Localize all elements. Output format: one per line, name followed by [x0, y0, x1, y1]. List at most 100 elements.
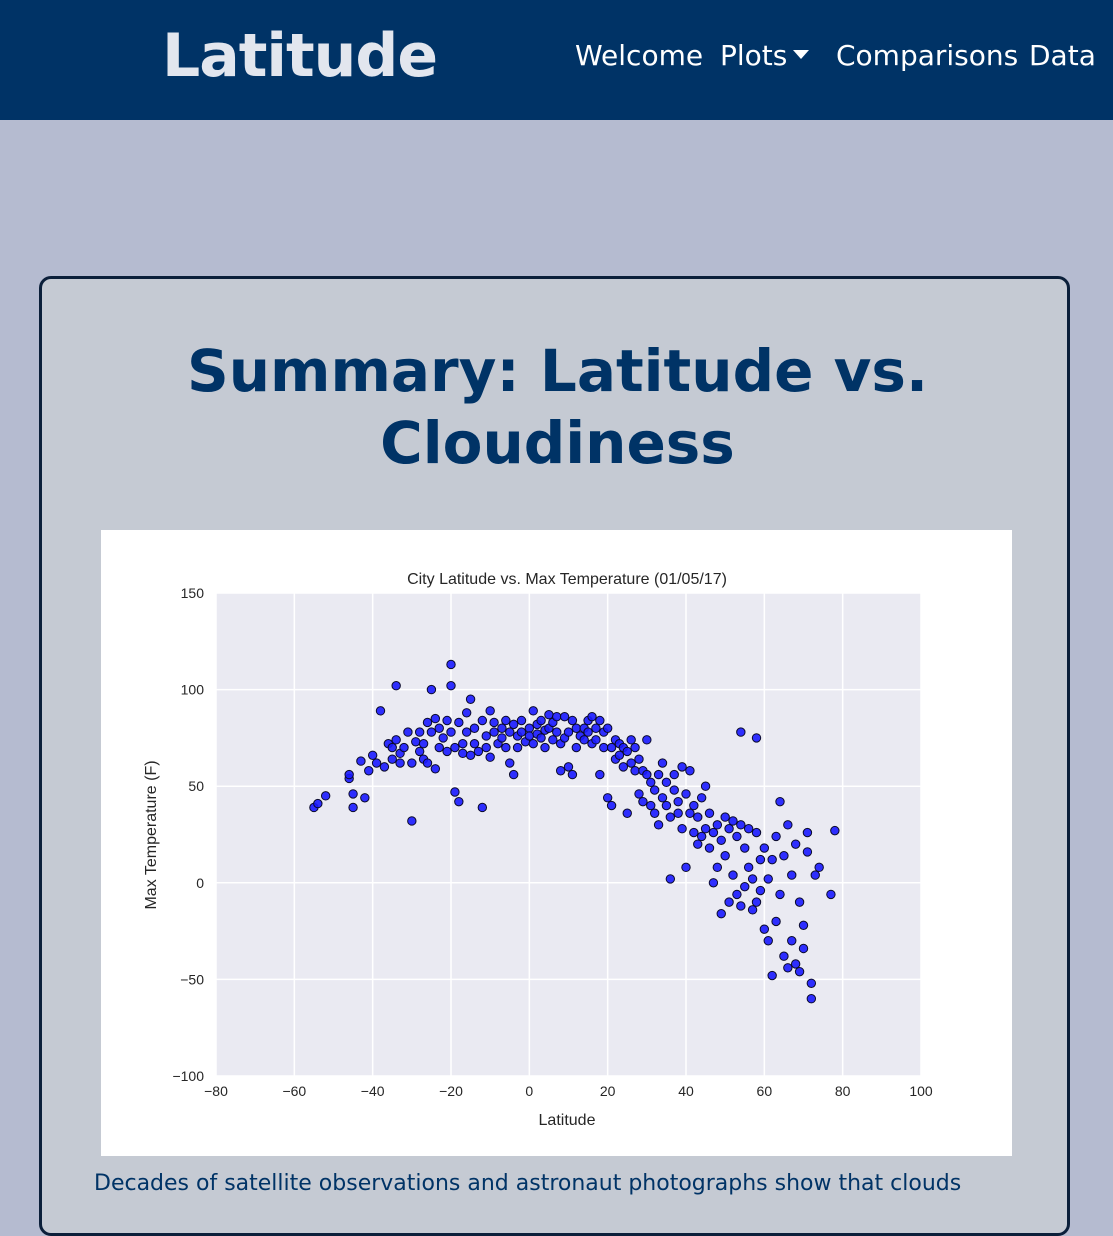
scatter-point	[661, 800, 672, 811]
summary-card: Summary: Latitude vs. Cloudiness −80 −60−…	[39, 276, 1070, 1236]
nav-item-plots-dropdown[interactable]: Plots	[720, 38, 810, 74]
scatter-point	[469, 723, 480, 733]
scatter-point	[685, 766, 695, 776]
scatter-point	[649, 808, 660, 818]
scatter-point	[360, 793, 370, 803]
scatter-point	[677, 824, 687, 834]
scatter-point	[458, 738, 468, 749]
top-navbar: Latitude Welcome Plots Comparisons Data	[0, 0, 1113, 120]
brand-logo[interactable]: Latitude	[162, 21, 438, 91]
nav-item-comparisons[interactable]: Comparisons	[836, 39, 1019, 72]
scatter-point	[736, 901, 746, 911]
scatter-point	[681, 789, 691, 799]
scatter-point	[685, 808, 695, 818]
plot-area	[216, 593, 921, 1076]
scatter-point	[395, 758, 405, 768]
scatter-point	[606, 800, 617, 811]
scatter-point	[798, 943, 809, 954]
scatter-point	[414, 727, 425, 737]
scatter-point	[414, 746, 425, 757]
scatter-point	[755, 854, 766, 865]
scatter-point	[763, 874, 773, 884]
scatter-chart: −80 −60 −40 −20 0 20 40 60 80 100 −100 −50 0 50 100 150…	[143, 571, 933, 1129]
scatter-point	[673, 808, 683, 818]
nav-item-welcome[interactable]: Welcome	[575, 39, 704, 72]
x-tick-label: 80	[835, 1083, 851, 1099]
scatter-point	[790, 959, 801, 969]
scatter-point	[783, 963, 793, 973]
scatter-point	[614, 750, 625, 760]
scatter-point	[497, 733, 507, 743]
page-title: Summary: Latitude vs. Cloudiness	[42, 335, 1073, 479]
scatter-point	[751, 897, 762, 907]
scatter-point	[454, 717, 464, 728]
scatter-point	[434, 742, 444, 753]
scatter-point	[595, 715, 605, 726]
nav-item-data[interactable]: Data	[1029, 39, 1096, 72]
scatter-point	[559, 711, 570, 722]
page-title-line-1: Summary: Latitude vs.	[186, 337, 928, 405]
scatter-point	[826, 889, 836, 900]
scatter-point	[712, 820, 723, 830]
summary-paragraph: Decades of satellite observations and as…	[94, 1171, 962, 1196]
scatter-point	[536, 733, 546, 743]
scatter-point	[767, 970, 777, 981]
scatter-point	[461, 708, 472, 718]
scatter-point	[461, 727, 472, 737]
scatter-point	[567, 769, 578, 780]
scatter-point	[634, 789, 644, 799]
scatter-point	[477, 802, 488, 813]
scatter-point	[814, 862, 824, 873]
scatter-point	[649, 785, 660, 795]
scatter-point	[552, 711, 562, 722]
scatter-point	[626, 735, 636, 745]
scatter-point	[407, 816, 417, 826]
scatter-point	[555, 766, 566, 776]
scatter-point	[591, 735, 601, 745]
y-axis-label: Max Temperature (F)	[143, 760, 160, 909]
scatter-point	[794, 966, 805, 977]
scatter-point	[348, 802, 358, 813]
scatter-point	[595, 769, 605, 780]
scatter-point	[630, 742, 640, 753]
scatter-point	[669, 769, 679, 780]
scatter-point	[767, 854, 777, 865]
scatter-point	[642, 769, 652, 780]
scatter-point	[528, 706, 538, 716]
scatter-point	[775, 889, 785, 900]
scatter-point	[806, 978, 817, 988]
scatter-point	[489, 717, 499, 728]
chart-figure: −80 −60 −40 −20 0 20 40 60 80 100 −100 −50 0 50 100 150…	[101, 530, 1012, 1156]
scatter-point	[430, 713, 441, 724]
scatter-point	[571, 742, 582, 753]
scatter-point	[771, 831, 781, 842]
scatter-point	[458, 748, 468, 759]
y-tick-label: 0	[196, 875, 204, 891]
scatter-point	[724, 824, 734, 834]
scatter-point	[524, 723, 535, 733]
scatter-point	[563, 762, 574, 772]
scatter-point	[571, 723, 582, 733]
scatter-point	[708, 827, 719, 838]
scatter-point	[704, 808, 715, 818]
scatter-point	[446, 659, 456, 670]
scatter-point	[516, 715, 527, 726]
scatter-point	[583, 727, 593, 737]
scatter-point	[344, 769, 354, 780]
scatter-point	[544, 710, 554, 720]
scatter-point	[391, 681, 401, 691]
scatter-point	[732, 889, 742, 900]
scatter-point	[802, 827, 813, 838]
scatter-point	[313, 798, 323, 809]
scatter-point	[755, 885, 766, 896]
scatter-point	[528, 738, 538, 749]
scatter-point	[830, 825, 840, 836]
x-tick-label: −20	[439, 1083, 463, 1099]
scatter-point	[489, 727, 499, 737]
scatter-point	[434, 723, 444, 733]
scatter-point	[693, 812, 703, 822]
scatter-point	[512, 742, 523, 753]
scatter-point	[677, 762, 687, 772]
scatter-point	[379, 762, 390, 772]
scatter-point	[759, 924, 770, 934]
